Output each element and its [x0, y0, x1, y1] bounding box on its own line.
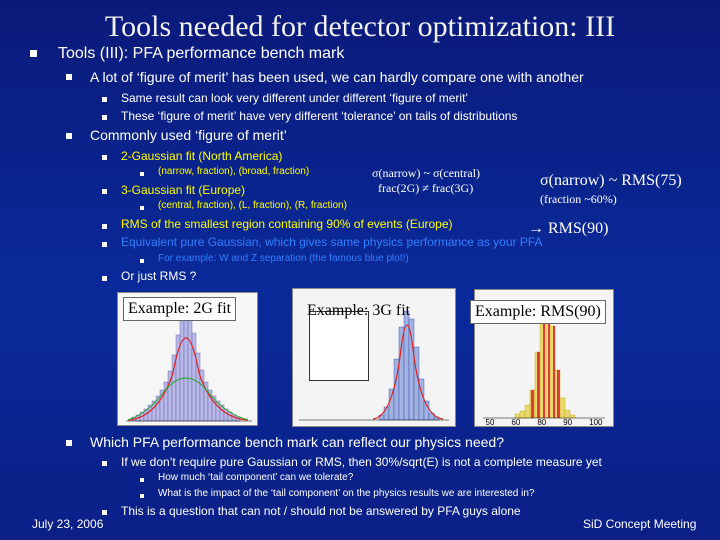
- bullet-l3-pfa-guys: This is a question that can not / should…: [121, 504, 521, 518]
- footer-meeting: SiD Concept Meeting: [583, 517, 697, 531]
- bullet-l4-tail-tolerance: How much ‘tail component’ can we tolerat…: [158, 472, 354, 483]
- example-3g-label: Example: 3G fit: [307, 302, 411, 319]
- bullet-l2-physics-need: Which PFA performance bench mark can ref…: [90, 434, 504, 450]
- annotation-rms90: → RMS(90): [528, 220, 609, 237]
- bullet-icon: [102, 115, 107, 120]
- bullet-l3-rms90: RMS of the smallest region containing 90…: [121, 217, 453, 231]
- bullet-l3-same-result: Same result can look very different unde…: [121, 91, 469, 105]
- bullet-icon: [140, 478, 144, 482]
- bullet-l3-2gaussian: 2-Gaussian fit (North America): [121, 149, 283, 163]
- bullet-icon: [102, 224, 107, 229]
- bullet-icon: [102, 97, 107, 102]
- bullet-l4-3g-params: (central, fraction), (L, fraction), (R, …: [158, 200, 347, 211]
- tick-label: 100: [589, 418, 603, 427]
- bullet-l3-equiv-gaussian: Equivalent pure Gaussian, which gives sa…: [121, 235, 543, 249]
- bullet-l3-tolerance: These ‘figure of merit’ have very differ…: [121, 109, 518, 123]
- annotation-fraction: (fraction ~60%): [540, 192, 617, 206]
- bullet-l4-tail-impact: What is the impact of the ‘tail componen…: [158, 488, 535, 499]
- annotation-sigma-narrow-central: σ(narrow) ~ σ(central): [372, 166, 481, 180]
- bullet-l3-3gaussian: 3-Gaussian fit (Europe): [121, 183, 246, 197]
- bullet-icon: [102, 189, 107, 194]
- bullet-icon: [102, 276, 107, 281]
- bullet-icon: [140, 206, 144, 210]
- bullet-icon: [30, 50, 37, 57]
- bullet-icon: [102, 510, 107, 515]
- tick-label: 80: [537, 418, 547, 427]
- tick-label: 50: [485, 418, 495, 427]
- bullet-icon: [66, 133, 72, 139]
- bullet-icon: [102, 155, 107, 160]
- footer-date: July 23, 2006: [32, 517, 104, 531]
- bullet-l3-30-percent: If we don’t require pure Gaussian or RMS…: [121, 455, 602, 469]
- bullet-icon: [102, 461, 107, 466]
- tick-label: 90: [563, 418, 573, 427]
- bullet-l3-just-rms: Or just RMS ?: [121, 269, 197, 283]
- bullet-l4-2g-params: (narrow, fraction), (broad, fraction): [158, 166, 310, 177]
- annotation-rms75: σ(narrow) ~ RMS(75): [540, 172, 682, 189]
- bullet-icon: [140, 172, 144, 176]
- bullet-icon: [102, 242, 107, 247]
- bullet-l1-tools: Tools (III): PFA performance bench mark: [58, 45, 345, 62]
- tick-label: 60: [511, 418, 521, 427]
- annotation-frac-neq: frac(2G) ≠ frac(3G): [378, 181, 474, 195]
- plot3-tick-labels: 50 60 80 90 100: [477, 418, 611, 426]
- bullet-l2-figure-of-merit: A lot of ‘figure of merit’ has been used…: [90, 69, 584, 85]
- bullet-icon: [66, 74, 72, 80]
- bullet-l4-wz-example: For example: W and Z separation (the fam…: [158, 253, 409, 264]
- stats-box: [309, 311, 369, 381]
- plot-3g-fit: [292, 288, 456, 427]
- bullet-icon: [66, 440, 72, 446]
- bullet-icon: [140, 494, 144, 498]
- bullet-icon: [140, 259, 144, 263]
- example-2g-label: Example: 2G fit: [123, 297, 237, 321]
- bullet-l2-commonly-used: Commonly used ‘figure of merit’: [90, 127, 287, 143]
- page-title: Tools needed for detector optimization: …: [104, 10, 616, 43]
- example-rms90-label: Example: RMS(90): [470, 300, 606, 324]
